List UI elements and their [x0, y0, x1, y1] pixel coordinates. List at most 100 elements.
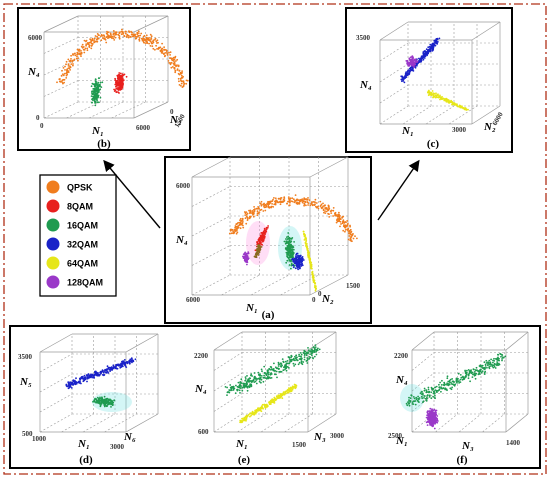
panel-f-128qam-point — [431, 424, 434, 426]
panel-c-64qam-point — [427, 94, 430, 97]
panel-e-16qam-point — [280, 370, 283, 373]
panel-a-qpsk-point — [279, 201, 282, 203]
panel-e-16qam-point — [305, 359, 308, 362]
panel-f-16qam-point — [488, 359, 491, 362]
panel-a-64qam-point — [311, 270, 314, 273]
panel-b-qpsk-point — [156, 39, 159, 42]
panel-e-16qam-point — [244, 379, 247, 382]
panel-e-64qam-point — [284, 392, 287, 395]
panel-c-gridline — [448, 105, 478, 125]
panel-b-qpsk-point — [61, 81, 64, 84]
panel-f-16qam-point — [459, 378, 462, 381]
panel-d-32qam-point — [86, 380, 88, 383]
panel-b-qpsk-point — [120, 33, 123, 36]
panel-b-16qam-point — [91, 101, 93, 104]
panel-e-16qam-point — [302, 361, 305, 363]
panel-b-qpsk-point — [86, 47, 89, 50]
panel-e-16qam-point — [263, 374, 265, 377]
legend-marker-8qam — [46, 199, 60, 213]
panel-e-caption: (e) — [238, 454, 251, 466]
panel-b-qpsk-point — [175, 60, 177, 62]
panel-f-128qam-point — [427, 416, 430, 418]
panel-a-8qam-point — [260, 243, 263, 246]
panel-a-qpsk-point — [271, 203, 273, 205]
panel-d-32qam-point — [93, 376, 95, 378]
panel-f-16qam-point — [415, 398, 418, 401]
panel-a-32qam-point — [302, 259, 305, 261]
panel-a-64qam-point — [315, 287, 317, 290]
panel-c-64qam-point — [465, 108, 468, 111]
panel-d-gridline — [61, 413, 94, 433]
panel-a-qpsk-point — [237, 221, 240, 224]
panel-a-8qam-point — [263, 229, 266, 232]
panel-e-16qam-point — [254, 378, 257, 380]
panel-f-16qam-point — [427, 388, 430, 391]
panel-e-64qam-point — [255, 409, 258, 412]
panel-b-qpsk-point — [98, 34, 100, 37]
panel-a-qpsk-point — [350, 236, 353, 239]
panel-e-x-axis-label: N₁ — [235, 438, 248, 450]
panel-d-16qam-point — [110, 401, 113, 403]
panel-b-qpsk-point — [180, 74, 183, 77]
panel-b-qpsk-point — [177, 64, 180, 67]
panel-f-128qam-point — [431, 413, 434, 416]
panel-a-qpsk-point — [287, 196, 290, 199]
panel-f-16qam-point — [500, 355, 502, 358]
panel-a-32qam-point — [295, 255, 297, 258]
panel-a-qpsk-point — [258, 207, 260, 210]
panel-f-128qam-point — [431, 425, 434, 428]
panel-f-16qam-point — [469, 380, 471, 383]
panel-c-64qam-point — [457, 105, 460, 108]
panel-c-32qam-point — [416, 64, 418, 67]
panel-f-16qam-point — [456, 382, 458, 384]
panel-d-16qam-point — [113, 399, 115, 402]
panel-c-128qam-point — [414, 58, 417, 61]
panel-e-16qam-point — [253, 372, 256, 374]
panel-a-qpsk-point — [275, 199, 278, 202]
panel-b-qpsk-point — [81, 43, 84, 46]
panel-f-16qam-point — [426, 391, 428, 393]
panel-d-32qam-point — [87, 376, 90, 379]
panel-a-qpsk-point — [279, 203, 282, 206]
panel-d-tick-x_right: 3000 — [110, 443, 125, 451]
panel-b-16qam-point — [93, 88, 96, 90]
panel-f-16qam-point — [492, 366, 495, 369]
panel-c-gridline — [402, 105, 432, 125]
panel-b-8qam-point — [120, 80, 123, 83]
panel-a-qpsk-point — [270, 206, 272, 209]
panel-a-qpsk-point — [256, 210, 259, 213]
panel-a-qpsk-point — [283, 199, 286, 202]
panel-f-16qam-point — [457, 372, 460, 375]
panel-d-32qam-point — [123, 359, 126, 361]
panel-f-tick-z_far: 1400 — [506, 439, 521, 447]
panel-c-64qam-point — [448, 101, 451, 104]
panel-a-64qam-point — [304, 238, 307, 241]
panel-f-128qam-point — [434, 421, 437, 424]
panel-b-qpsk-point — [125, 30, 127, 33]
panel-d-16qam-point — [103, 402, 106, 405]
panel-f-16qam-point — [423, 397, 425, 399]
panel-f-16qam-point — [462, 376, 465, 379]
panel-b-qpsk-point — [136, 32, 139, 35]
panel-a-32qam-point — [296, 260, 299, 263]
panel-b-qpsk-point — [182, 75, 185, 78]
panel-a-32qam-point — [301, 256, 303, 259]
panel-d-16qam-point — [106, 397, 109, 400]
panel-a-qpsk-point — [234, 225, 237, 227]
panel-b-16qam-point — [93, 90, 95, 93]
panel-b-qpsk-point — [167, 60, 170, 62]
panel-f-128qam-point — [428, 422, 431, 425]
panel-e-16qam-point — [309, 350, 312, 352]
panel-e-gridline — [213, 352, 243, 371]
panel-a-qpsk-point — [265, 204, 268, 207]
panel-f-16qam-point — [433, 390, 436, 393]
panel-d-32qam-point — [82, 380, 85, 383]
panel-a-qpsk-point — [244, 217, 247, 220]
panel-f-16qam-point — [406, 404, 409, 407]
panel-e-16qam-point — [229, 384, 232, 386]
panel-e-vertical-axis-label: N₄ — [194, 383, 207, 395]
panel-e-16qam-point — [260, 381, 262, 384]
panel-d-16qam-point — [96, 399, 98, 402]
panel-f-gridline — [411, 352, 435, 371]
